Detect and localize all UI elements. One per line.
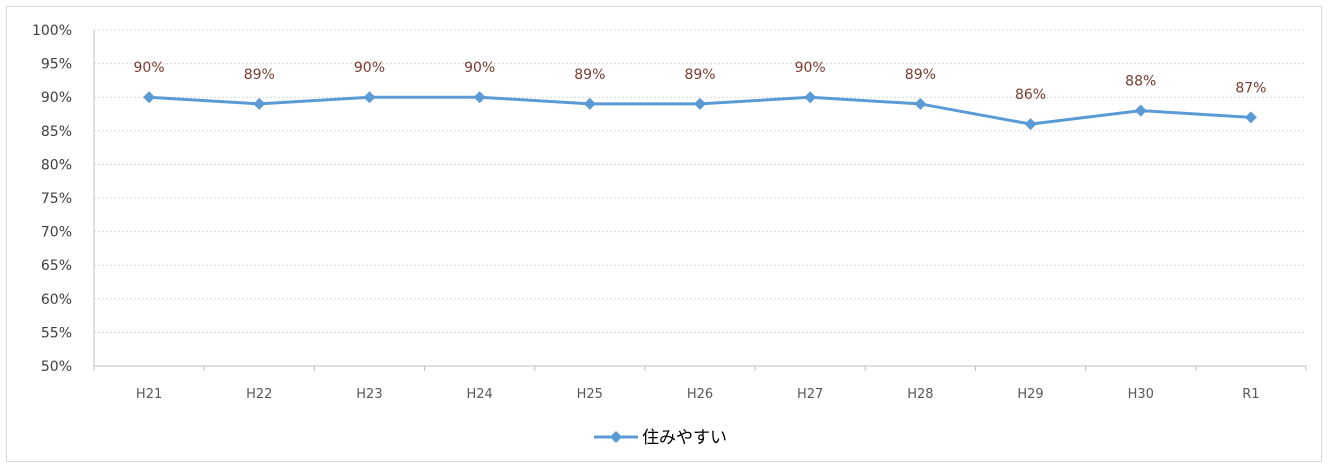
data-point-marker: [804, 91, 817, 104]
data-label: 89%: [244, 67, 275, 83]
data-point-marker: [253, 97, 266, 110]
y-tick-label: 85%: [41, 124, 72, 140]
data-label: 90%: [464, 60, 495, 76]
data-point-marker: [1244, 111, 1257, 124]
data-label: 90%: [795, 60, 826, 76]
x-tick-label: H29: [1017, 387, 1043, 402]
y-tick-label: 90%: [41, 90, 72, 106]
data-point-marker: [473, 91, 486, 104]
data-label: 87%: [1235, 80, 1266, 96]
x-tick-label: H24: [466, 387, 492, 402]
data-label: 86%: [1015, 87, 1046, 103]
x-tick-label: H27: [797, 387, 823, 402]
data-labels: 90% 89% 90% 90% 89% 89% 90% 89% 86% 88% 87%: [134, 60, 1267, 103]
data-label: 89%: [574, 67, 605, 83]
x-tick-label: R1: [1242, 387, 1259, 402]
y-tick-label: 95%: [41, 57, 72, 73]
y-tick-label: 50%: [41, 359, 72, 375]
y-tick-label: 55%: [41, 325, 72, 341]
x-tick-label: H21: [136, 387, 162, 402]
x-tick-label: H30: [1128, 387, 1154, 402]
data-label: 90%: [354, 60, 385, 76]
y-tick-label: 60%: [41, 292, 72, 308]
x-tick-label: H26: [687, 387, 713, 402]
x-tick-label: H22: [246, 387, 272, 402]
legend-marker-swatch: [610, 431, 622, 443]
data-label: 89%: [905, 67, 936, 83]
x-tick-label: H25: [577, 387, 603, 402]
y-tick-label: 100%: [32, 23, 72, 39]
y-tick-label: 75%: [41, 191, 72, 207]
legend-label: 住みやすい: [642, 428, 727, 448]
y-tick-label: 70%: [41, 225, 72, 241]
x-axis-ticks: H21 H22 H23 H24 H25 H26 H27 H28 H29 H30 R1: [136, 387, 1260, 402]
data-label: 88%: [1125, 74, 1156, 90]
y-axis-ticks: 50% 55% 60% 65% 70% 75% 80% 85% 90% 95% 100%: [32, 23, 72, 375]
axis-layer: [93, 30, 1307, 371]
y-tick-label: 80%: [41, 157, 72, 173]
series-layer: [143, 91, 1257, 131]
data-label: 89%: [684, 67, 715, 83]
data-point-marker: [143, 91, 156, 104]
legend: 住みやすい: [594, 428, 727, 448]
data-point-marker: [914, 97, 927, 110]
grid-layer: [94, 29, 1306, 333]
y-tick-label: 65%: [41, 258, 72, 274]
x-tick-label: H28: [907, 387, 933, 402]
data-point-marker: [583, 97, 596, 110]
chart-frame: [6, 6, 1322, 462]
data-point-marker: [1024, 118, 1037, 131]
data-label: 90%: [134, 60, 165, 76]
data-point-marker: [1134, 104, 1147, 117]
data-point-marker: [694, 97, 706, 110]
data-point-marker: [363, 91, 376, 104]
x-tick-label: H23: [356, 387, 382, 402]
